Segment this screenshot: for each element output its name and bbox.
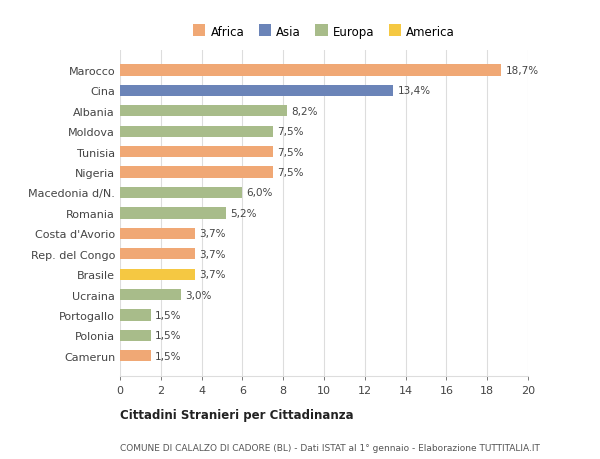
Bar xyxy=(120,208,226,219)
Bar xyxy=(120,289,181,301)
Bar xyxy=(120,167,273,178)
Bar xyxy=(120,86,394,97)
Text: 3,7%: 3,7% xyxy=(200,249,226,259)
Text: 7,5%: 7,5% xyxy=(277,127,304,137)
Bar xyxy=(120,269,196,280)
Bar xyxy=(120,106,287,117)
Legend: Africa, Asia, Europa, America: Africa, Asia, Europa, America xyxy=(191,24,457,41)
Text: 3,0%: 3,0% xyxy=(185,290,212,300)
Text: 18,7%: 18,7% xyxy=(506,66,539,76)
Bar xyxy=(120,350,151,362)
Text: 6,0%: 6,0% xyxy=(247,188,273,198)
Bar xyxy=(120,330,151,341)
Text: 3,7%: 3,7% xyxy=(200,269,226,280)
Text: 3,7%: 3,7% xyxy=(200,229,226,239)
Bar xyxy=(120,249,196,260)
Text: 1,5%: 1,5% xyxy=(155,330,181,341)
Text: 13,4%: 13,4% xyxy=(397,86,431,96)
Text: 8,2%: 8,2% xyxy=(292,106,318,117)
Text: 1,5%: 1,5% xyxy=(155,351,181,361)
Bar xyxy=(120,310,151,321)
Text: 1,5%: 1,5% xyxy=(155,310,181,320)
Text: 7,5%: 7,5% xyxy=(277,147,304,157)
Text: COMUNE DI CALALZO DI CADORE (BL) - Dati ISTAT al 1° gennaio - Elaborazione TUTTI: COMUNE DI CALALZO DI CADORE (BL) - Dati … xyxy=(120,443,540,452)
Bar xyxy=(120,65,502,77)
Text: Cittadini Stranieri per Cittadinanza: Cittadini Stranieri per Cittadinanza xyxy=(120,408,353,421)
Text: 7,5%: 7,5% xyxy=(277,168,304,178)
Text: 5,2%: 5,2% xyxy=(230,208,257,218)
Bar xyxy=(120,228,196,240)
Bar xyxy=(120,187,242,199)
Bar xyxy=(120,147,273,158)
Bar xyxy=(120,126,273,138)
